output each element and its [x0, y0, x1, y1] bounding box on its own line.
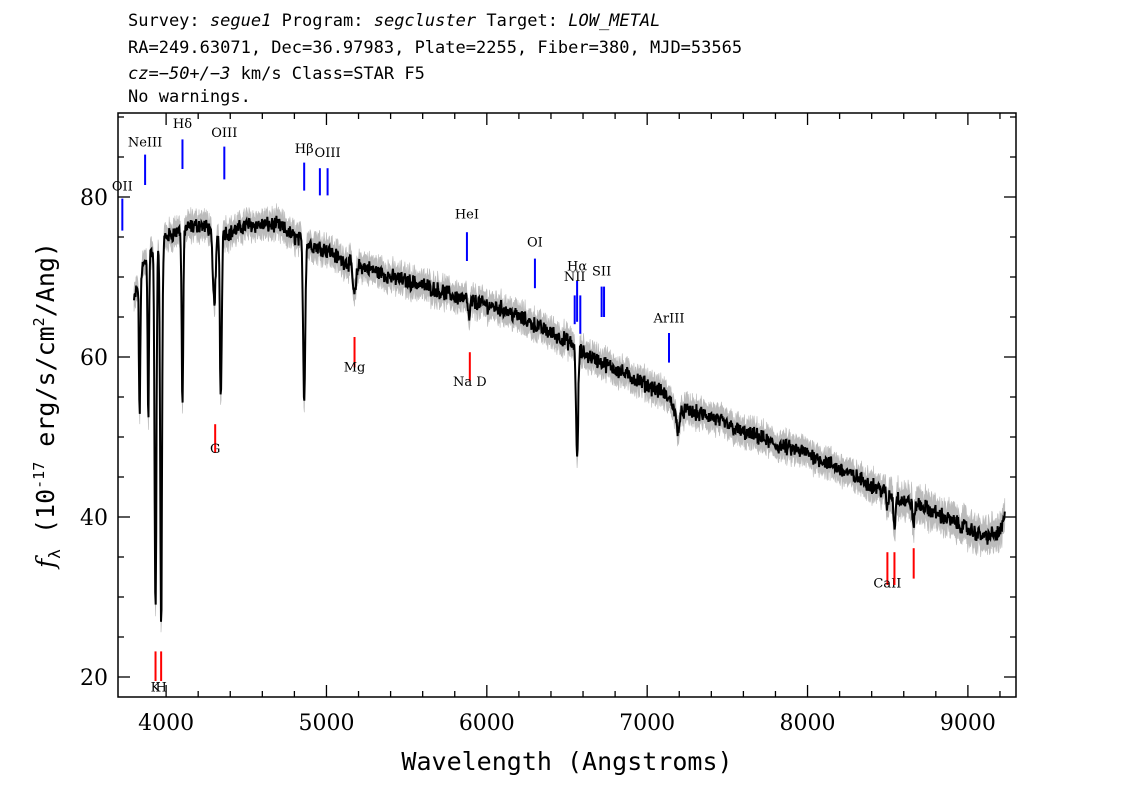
emission-line-label-4: Hβ — [295, 142, 314, 157]
x-axis-title: Wavelength (Angstroms) — [401, 747, 732, 776]
y-tick-label: 40 — [80, 506, 108, 531]
emission-line-label-10: Hα — [567, 260, 587, 275]
x-tick-label: 5000 — [298, 711, 354, 736]
cz-label: cz= — [128, 64, 159, 84]
header-line-4: No warnings. — [128, 87, 251, 107]
target-value: LOW_METAL — [568, 11, 661, 31]
y-tick-label: 80 — [80, 186, 108, 211]
absorption-line-label-4: Na D — [453, 375, 487, 390]
target-label: Target: — [486, 11, 558, 31]
emission-line-label-14: ArIII — [652, 312, 684, 327]
emission-line-label-2: Hδ — [173, 117, 192, 132]
emission-line-label-0: OII — [112, 180, 133, 195]
y-axis-title: fλ (10-17 erg/s/cm2/Ang) — [30, 242, 64, 570]
x-tick-label: 8000 — [780, 711, 836, 736]
emission-line-label-8: OI — [527, 236, 543, 251]
cz-value: −50+/−3 — [158, 64, 231, 84]
header-line-3: cz=−50+/−3 km/s Class=STAR F5 — [128, 63, 425, 85]
x-tick-label: 4000 — [138, 711, 194, 736]
program-label: Program: — [281, 11, 364, 31]
absorption-line-label-5: CaII — [873, 576, 901, 591]
y-tick-label: 20 — [80, 666, 108, 691]
absorption-line-label-1: H — [155, 680, 166, 695]
header-line-2: RA=249.63071, Dec=36.97983, Plate=2255, … — [128, 38, 743, 58]
spectrum-series — [133, 215, 1006, 622]
axis-ticks: 4000 5000 6000 7000 8000 9000 20 40 60 80 — [80, 113, 1016, 736]
y-tick-label: 60 — [80, 346, 108, 371]
class-text: km/s Class=STAR F5 — [230, 64, 425, 84]
x-tick-label: 7000 — [619, 711, 675, 736]
header-line-1: Survey: segue1 Program: segcluster Targe… — [128, 10, 660, 32]
survey-value: segue1 — [209, 11, 272, 31]
absorption-line-label-2: G — [210, 442, 220, 457]
emission-line-label-1: NeIII — [128, 136, 162, 151]
spectrum-line — [133, 215, 1006, 622]
x-tick-label: 6000 — [459, 711, 515, 736]
emission-line-label-12: SII — [592, 264, 611, 279]
absorption-line-label-0: K — [151, 680, 161, 695]
emission-line-label-6: OIII — [315, 146, 341, 161]
survey-label: Survey: — [128, 11, 200, 31]
x-tick-label: 9000 — [940, 711, 996, 736]
emission-line-label-9: NII — [564, 270, 586, 285]
program-value: segcluster — [373, 11, 477, 31]
emission-line-label-3: OIII — [211, 126, 237, 141]
emission-line-label-7: HeI — [455, 208, 479, 223]
plot-frame — [117, 112, 1017, 698]
absorption-line-label-3: Mg — [344, 360, 366, 375]
